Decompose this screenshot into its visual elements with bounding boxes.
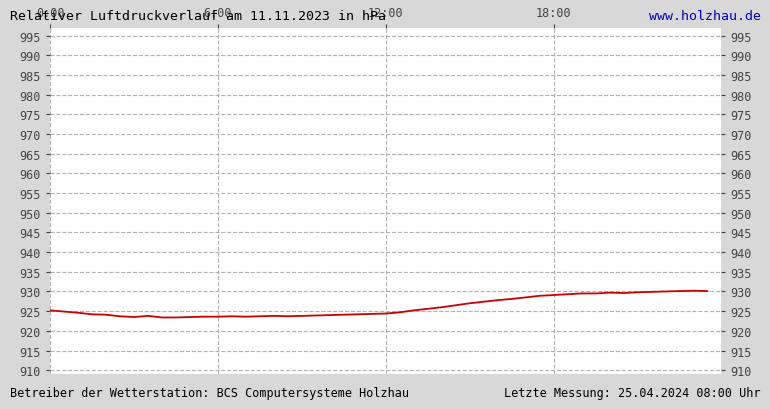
Text: www.holzhau.de: www.holzhau.de: [649, 10, 761, 23]
Text: Betreiber der Wetterstation: BCS Computersysteme Holzhau: Betreiber der Wetterstation: BCS Compute…: [10, 386, 409, 399]
Text: Letzte Messung: 25.04.2024 08:00 Uhr: Letzte Messung: 25.04.2024 08:00 Uhr: [504, 386, 761, 399]
Text: Relativer Luftdruckverlauf am 11.11.2023 in hPa: Relativer Luftdruckverlauf am 11.11.2023…: [10, 10, 386, 23]
